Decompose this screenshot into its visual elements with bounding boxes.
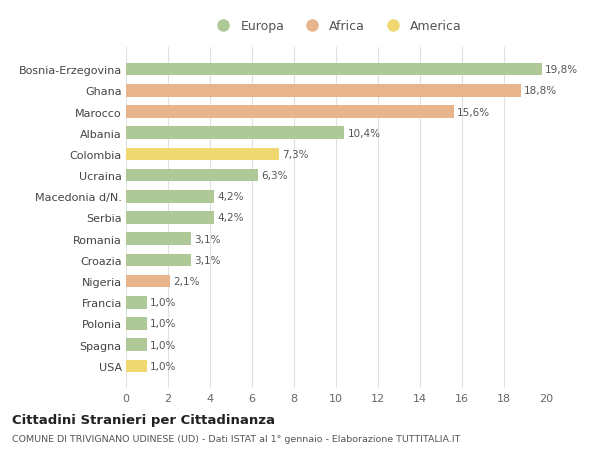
Bar <box>126 127 344 140</box>
Bar <box>126 106 454 118</box>
Bar <box>126 275 170 288</box>
Bar <box>126 190 214 203</box>
Bar <box>126 360 147 372</box>
Text: 1,0%: 1,0% <box>150 319 176 329</box>
Bar <box>126 212 214 224</box>
Bar <box>126 339 147 351</box>
Text: 1,0%: 1,0% <box>150 340 176 350</box>
Text: 4,2%: 4,2% <box>217 192 244 202</box>
Text: 18,8%: 18,8% <box>524 86 557 96</box>
Bar <box>126 85 521 97</box>
Text: 2,1%: 2,1% <box>173 276 200 286</box>
Bar <box>126 169 258 182</box>
Text: COMUNE DI TRIVIGNANO UDINESE (UD) - Dati ISTAT al 1° gennaio - Elaborazione TUTT: COMUNE DI TRIVIGNANO UDINESE (UD) - Dati… <box>12 434 460 443</box>
Bar <box>126 296 147 309</box>
Bar <box>126 318 147 330</box>
Text: 1,0%: 1,0% <box>150 297 176 308</box>
Text: 19,8%: 19,8% <box>545 65 578 75</box>
Bar <box>126 233 191 246</box>
Text: 1,0%: 1,0% <box>150 361 176 371</box>
Bar <box>126 64 542 76</box>
Text: 10,4%: 10,4% <box>347 129 380 139</box>
Text: Cittadini Stranieri per Cittadinanza: Cittadini Stranieri per Cittadinanza <box>12 413 275 426</box>
Text: 7,3%: 7,3% <box>283 150 309 160</box>
Text: 6,3%: 6,3% <box>262 171 288 181</box>
Text: 3,1%: 3,1% <box>194 234 221 244</box>
Text: 3,1%: 3,1% <box>194 255 221 265</box>
Bar <box>126 254 191 267</box>
Legend: Europa, Africa, America: Europa, Africa, America <box>205 15 467 38</box>
Bar <box>126 148 279 161</box>
Text: 15,6%: 15,6% <box>457 107 490 117</box>
Text: 4,2%: 4,2% <box>217 213 244 223</box>
